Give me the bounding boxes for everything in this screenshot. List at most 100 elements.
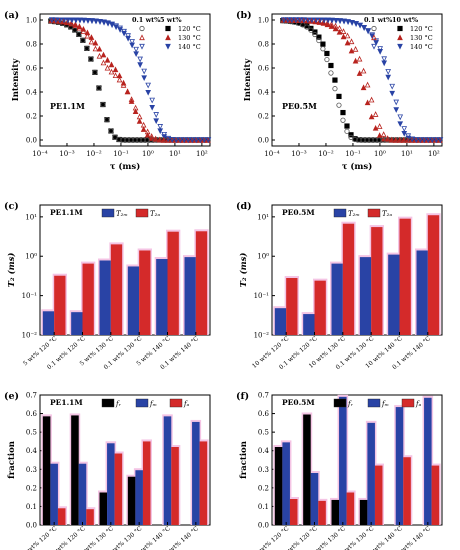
- panel-c-ytick-label: 10⁻¹: [22, 292, 38, 300]
- panel-b-point: [317, 17, 323, 24]
- panel-a-point: [76, 24, 83, 31]
- panel-f-bar: [318, 500, 326, 525]
- panel-b-point: [288, 17, 295, 23]
- panel-b-point: [316, 34, 322, 40]
- panel-a-legend-label: 130 °C: [178, 34, 201, 42]
- panel-c-ytick-label: 10⁰: [25, 253, 37, 261]
- panel-a-point: [169, 137, 176, 143]
- panel-b-point: [385, 69, 392, 75]
- panel-b-point: [328, 21, 335, 27]
- panel-b-point: [348, 132, 354, 138]
- panel-e-legend-item-0: fᵣ: [101, 398, 122, 408]
- panel-a-point: [68, 24, 74, 30]
- panel-f-bar: [395, 407, 404, 525]
- panel-b-ytick-label: 0.4: [258, 89, 270, 97]
- panel-b-xtick-label: 10⁻²: [318, 150, 334, 158]
- panel-b-point: [380, 131, 387, 137]
- panel-a-legend-label: 120 °C: [178, 25, 201, 33]
- panel-a-point: [64, 19, 71, 26]
- panel-b-point: [284, 17, 291, 23]
- panel-a-point: [65, 17, 71, 24]
- panel-b-point: [340, 109, 346, 116]
- panel-e-ytick-label: 0.0: [26, 522, 37, 530]
- panel-b-point: [340, 28, 347, 34]
- panel-c-bar: [195, 231, 208, 335]
- panel-b-point: [364, 81, 371, 88]
- panel-b-point: [432, 136, 439, 143]
- panel-b-point: [336, 28, 343, 35]
- panel-e-bar: [78, 463, 87, 525]
- panel-f-bar: [403, 457, 411, 525]
- panel-b-point: [308, 27, 314, 33]
- panel-a-point: [84, 45, 90, 52]
- panel-a-point: [100, 59, 107, 66]
- panel-a-point: [193, 137, 200, 144]
- panel-b-point: [389, 90, 396, 97]
- panel-d-bar: [371, 227, 383, 335]
- panel-a-point: [196, 136, 203, 143]
- panel-f-legend-label: fₐ: [415, 400, 422, 408]
- panel-a-point: [108, 68, 115, 75]
- panel-b-point: [376, 123, 383, 129]
- panel-b-ylabel: Intensity: [243, 58, 253, 102]
- panel-b-point: [301, 17, 307, 24]
- panel-a-point: [148, 133, 155, 139]
- panel-b-point: [340, 33, 347, 40]
- panel-a-ytick-label: 0.6: [26, 65, 38, 73]
- panel-b-point: [305, 17, 311, 24]
- panel-b-xtick-label: 10⁰: [374, 150, 386, 158]
- panel-f-ytick-label: 0.1: [258, 503, 269, 511]
- panel-a-point: [76, 31, 82, 37]
- panel-a-point: [96, 85, 102, 91]
- panel-a-point: [112, 134, 118, 140]
- panel-a-legend-marker-open: [139, 34, 145, 41]
- panel-a-point: [132, 104, 139, 111]
- panel-d-legend-swatch: [333, 208, 347, 218]
- panel-c-annotation: PE1.1M: [50, 208, 83, 217]
- panel-b-point: [337, 18, 343, 24]
- panel-d-bar: [303, 314, 315, 335]
- panel-b-annotation: PE0.5M: [282, 101, 317, 111]
- panel-a-point: [117, 25, 123, 32]
- panel-d-bar: [416, 250, 428, 335]
- panel-a-legend-item-1: [139, 34, 171, 41]
- panel-b-point: [429, 137, 436, 144]
- panel-a-point: [77, 17, 83, 24]
- panel-a-point: [144, 131, 151, 138]
- panel-e-legend-swatch: [169, 398, 183, 408]
- panel-a-point: [172, 136, 179, 143]
- panel-b-point: [361, 24, 367, 31]
- panel-c-bar: [110, 244, 123, 335]
- panel-b-point: [352, 57, 359, 64]
- panel-e-ytick-label: 0.1: [26, 503, 37, 511]
- panel-a-point: [204, 136, 211, 143]
- panel-c-bar: [82, 263, 94, 335]
- panel-a-point: [93, 18, 99, 25]
- panel-a-point: [57, 17, 63, 24]
- panel-a-point: [80, 37, 86, 43]
- panel-b-point: [340, 117, 346, 123]
- panel-a-point: [133, 46, 139, 53]
- panel-f-legend-swatch: [333, 398, 347, 408]
- panel-b-point: [360, 67, 367, 74]
- panel-a-point: [109, 21, 115, 28]
- panel-d-ytick-label: 10¹: [257, 213, 269, 221]
- panel-e-ytick-label: 0.3: [26, 466, 37, 474]
- panel-a-xtick-label: 10¹: [169, 150, 181, 158]
- panel-a-point: [85, 17, 91, 24]
- panel-f-legend-item-1: fₘ: [367, 398, 389, 408]
- panel-b-point: [365, 28, 371, 34]
- panel-f-bar: [331, 499, 340, 525]
- panel-e-ytick-label: 0.5: [26, 429, 37, 437]
- panel-d-bar: [274, 308, 287, 335]
- panel-c-bar: [127, 266, 140, 335]
- panel-a-point: [153, 118, 160, 125]
- panel-e-bar: [192, 421, 200, 525]
- panel-c-bar: [99, 260, 111, 335]
- panel-b-xtick-label: 10²: [428, 150, 440, 158]
- panel-a-point: [100, 101, 106, 108]
- panel-c-bar: [139, 250, 151, 335]
- panel-a-point: [145, 82, 152, 89]
- panel-c-panel-label: (c): [4, 201, 19, 212]
- panel-a-point: [129, 39, 135, 45]
